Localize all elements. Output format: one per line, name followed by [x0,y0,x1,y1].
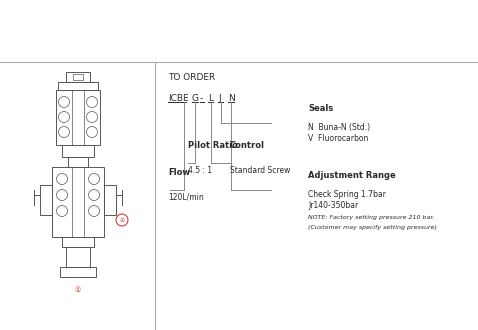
Bar [66,247,90,267]
Text: G: G [192,94,199,103]
Text: Seals: Seals [308,104,333,113]
Text: 4.5 : 1: 4.5 : 1 [188,166,212,175]
Text: Flow: Flow [168,168,190,177]
Text: Adjustment Range: Adjustment Range [308,171,396,180]
Bar [72,167,84,237]
Bar [40,185,52,215]
Bar [73,74,83,80]
Text: TO ORDER: TO ORDER [168,73,215,82]
Text: Standard Screw: Standard Screw [230,166,290,175]
Bar [62,145,94,157]
Bar [62,237,94,247]
Bar [104,185,116,215]
Text: V  Fluorocarbon: V Fluorocarbon [308,134,369,143]
Text: Check Spring 1.7bar: Check Spring 1.7bar [308,190,386,199]
Text: J: J [218,94,221,103]
Text: Jr140-350bar: Jr140-350bar [308,201,358,210]
Bar [52,167,104,237]
Bar [72,90,84,145]
Text: -: - [200,94,203,103]
Bar [68,157,88,167]
Text: L: L [208,94,213,103]
Text: Pilot Ratio: Pilot Ratio [188,141,238,150]
Text: ①: ① [75,287,81,293]
Bar [60,267,96,277]
Text: N: N [228,94,235,103]
Text: ICBE: ICBE [168,94,189,103]
Bar [56,90,100,145]
Bar [58,82,98,90]
Text: NOTE: Factory setting pressure 210 bar.: NOTE: Factory setting pressure 210 bar. [308,215,435,220]
Text: (Customer may specify setting pressure): (Customer may specify setting pressure) [308,225,437,230]
Text: N  Buna-N (Std.): N Buna-N (Std.) [308,123,370,132]
Text: 120L/min: 120L/min [168,193,204,202]
Text: ②: ② [120,217,124,222]
Text: Control: Control [230,141,265,150]
Bar [66,72,90,82]
